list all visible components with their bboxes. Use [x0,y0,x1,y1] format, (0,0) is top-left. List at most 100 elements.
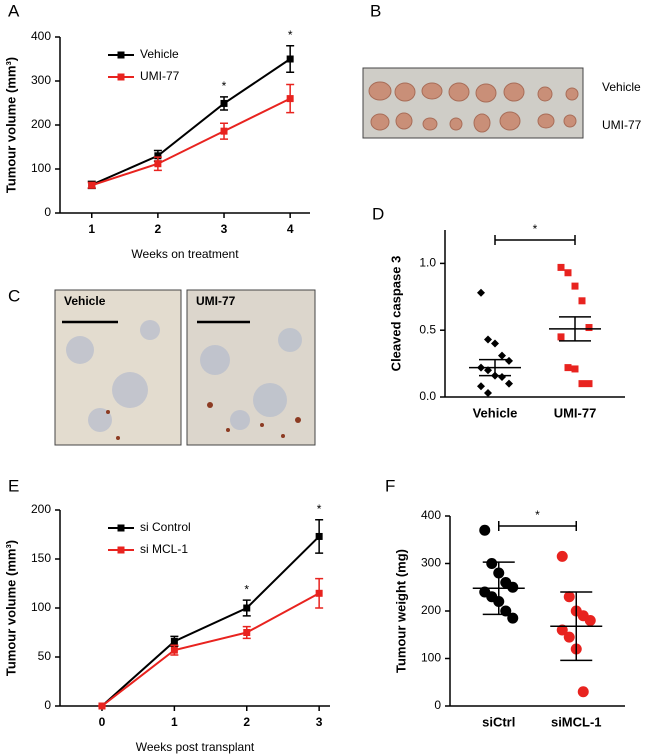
legend-label: Vehicle [140,47,179,61]
y-tick-label: 400 [421,508,441,522]
series-line [101,535,320,707]
annotation: * [222,79,227,93]
legend-label: UMI-77 [140,69,180,83]
x-tick-label: UMI-77 [554,405,597,420]
legend-marker [117,546,125,554]
annotation: * [317,502,322,516]
point [477,382,485,391]
panel-letter: A [8,1,20,20]
x-tick-label: 4 [287,222,294,236]
series-line [91,58,291,186]
stain [106,402,301,440]
significance-label: * [533,222,538,236]
point [556,624,568,636]
point [557,333,565,341]
x-tick-label: 2 [155,222,162,236]
legend-marker [117,73,125,81]
photo-label: UMI-77 [196,294,236,308]
marker [243,629,251,636]
point [571,365,579,373]
y-tick-label: 100 [421,651,441,665]
point [563,591,575,603]
point [507,581,519,593]
y-axis-label: Tumour weight (mg) [393,549,408,673]
marker [286,95,294,103]
y-tick-label: 0 [44,698,51,712]
y-tick-label: 1.0 [419,256,436,270]
y-tick-label: 100 [31,161,51,175]
legend-label: si MCL-1 [140,542,188,556]
y-tick-label: 300 [421,556,441,570]
x-tick-label: 1 [88,222,95,236]
x-tick-label: siMCL-1 [551,714,602,729]
marker [98,702,106,710]
legend-marker [117,51,125,59]
photo-label: Vehicle [64,294,106,308]
legend-label: si Control [140,520,191,534]
marker [88,181,96,189]
point [556,550,568,562]
point [498,351,506,360]
y-tick-label: 200 [31,117,51,131]
y-tick-label: 400 [31,29,51,43]
point [584,615,596,626]
marker [170,637,178,645]
error-bar [482,561,515,616]
y-tick-label: 200 [421,603,441,617]
photo [54,289,182,446]
x-tick-label: 2 [243,715,250,729]
x-tick-label: 3 [316,715,323,729]
x-tick-label: Vehicle [473,405,518,420]
y-tick-label: 50 [38,649,52,663]
panel-letter: B [370,1,381,20]
x-axis-label: Weeks on treatment [131,247,239,261]
marker [220,127,228,135]
panel-letter: C [8,286,20,305]
point [484,388,492,397]
y-tick-label: 0.0 [419,389,436,403]
series-line [91,97,291,187]
point [578,380,586,388]
y-tick-label: 150 [31,551,51,565]
marker [170,646,178,654]
y-tick-label: 0.5 [419,322,436,336]
point [477,288,485,297]
significance-bracket [494,235,576,245]
marker [220,99,228,107]
x-axis-label: Weeks post transplant [136,740,255,754]
texture [66,320,302,432]
point [571,282,579,290]
significance-label: * [535,508,540,522]
point [479,524,491,536]
point [505,379,513,388]
point [563,631,575,643]
point [498,372,506,381]
y-tick-label: 200 [31,502,51,516]
photo-label: Vehicle [602,80,641,94]
y-axis-label: Tumour volume (mm³) [3,57,18,193]
point [578,297,586,305]
point [486,558,498,569]
annotation: * [288,28,293,42]
error-bar [560,591,593,662]
marker [286,55,294,63]
error-bar [559,316,591,342]
marker [315,532,323,540]
y-axis-label: Tumour volume (mm³) [3,540,18,676]
annotation: * [244,582,249,596]
point [564,364,572,372]
point [484,335,492,344]
x-tick-label: siCtrl [482,714,515,729]
point [564,269,572,277]
y-axis-label: Cleaved caspase 3 [388,256,403,372]
y-tick-label: 300 [31,73,51,87]
point [585,380,593,388]
marker [154,152,162,160]
panel-letter: F [385,476,395,495]
x-tick-label: 0 [99,715,106,729]
panel-letter: D [372,204,384,223]
photo-label: UMI-77 [602,118,642,132]
marker [154,160,162,168]
point [585,324,593,332]
